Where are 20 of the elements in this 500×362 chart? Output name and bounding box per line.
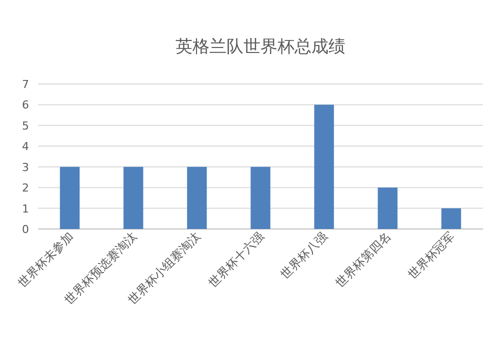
y-tick-label: 7 — [22, 78, 29, 91]
bar — [441, 208, 462, 229]
x-tick-label: 世界杯第四名 — [332, 229, 394, 290]
y-tick-label: 1 — [22, 202, 29, 216]
bar — [60, 166, 80, 229]
x-tick-label: 世界杯冠军 — [405, 229, 458, 282]
bar — [314, 104, 334, 229]
y-tick-label: 3 — [22, 160, 29, 174]
bar — [124, 166, 144, 229]
y-tick-label: 6 — [22, 98, 29, 112]
x-tick-label: 世界杯八强 — [278, 229, 330, 282]
y-tick-label: 0 — [22, 223, 29, 236]
x-tick-label: 世界杯十六强 — [206, 229, 267, 290]
bar — [250, 166, 270, 229]
chart-title: 英格兰队世界杯总成绩 — [176, 37, 346, 57]
y-tick-label: 4 — [22, 140, 29, 154]
bar — [187, 166, 207, 229]
y-tick-label: 5 — [22, 119, 29, 132]
bar — [378, 188, 398, 229]
y-tick-label: 2 — [22, 182, 29, 195]
